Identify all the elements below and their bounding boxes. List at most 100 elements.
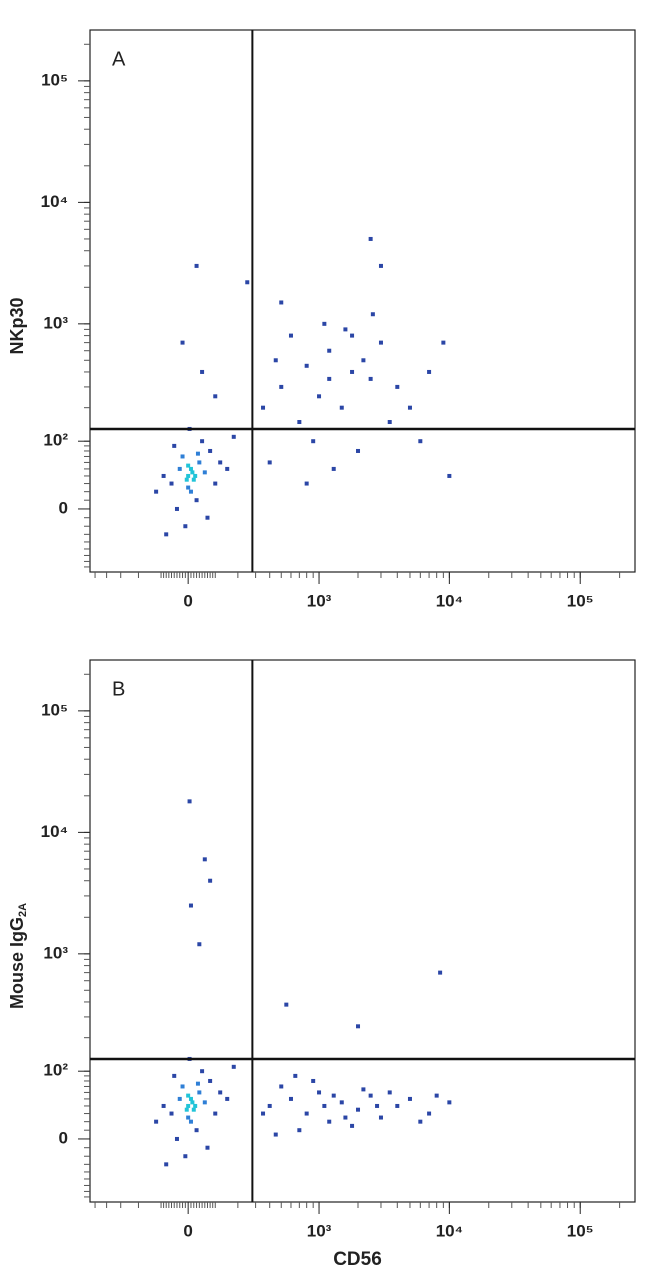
event-point — [174, 1136, 179, 1141]
event-point — [188, 489, 193, 494]
event-point — [202, 1100, 207, 1105]
event-point — [183, 1154, 188, 1159]
event-point — [208, 448, 213, 453]
event-point — [193, 1103, 198, 1108]
event-point — [339, 405, 344, 410]
event-point — [434, 1093, 439, 1098]
event-point — [339, 1100, 344, 1105]
event-point — [161, 1103, 166, 1108]
event-point — [368, 236, 373, 241]
event-point — [194, 263, 199, 268]
event-point — [368, 376, 373, 381]
event-point — [172, 443, 177, 448]
event-point — [184, 477, 189, 482]
event-point — [231, 434, 236, 439]
event-point — [418, 1119, 423, 1124]
event-point — [387, 1090, 392, 1095]
event-point — [186, 485, 191, 490]
event-point — [407, 1096, 412, 1101]
event-point — [279, 1084, 284, 1089]
event-point — [331, 466, 336, 471]
event-point — [213, 394, 218, 399]
event-point — [441, 340, 446, 345]
event-point — [395, 384, 400, 389]
event-point — [297, 1128, 302, 1133]
event-point — [195, 1081, 200, 1086]
event-point — [205, 1145, 210, 1150]
event-point — [387, 420, 392, 425]
event-point — [304, 1111, 309, 1116]
event-point — [356, 1107, 361, 1112]
event-point — [213, 1111, 218, 1116]
event-point — [356, 448, 361, 453]
event-point — [188, 1119, 193, 1124]
event-point — [322, 321, 327, 326]
event-point — [311, 1078, 316, 1083]
y-tick-label: 10⁵ — [41, 70, 68, 89]
event-point — [350, 369, 355, 374]
event-point — [304, 363, 309, 368]
plot-frame — [89, 659, 636, 1203]
event-point — [361, 1087, 366, 1092]
event-point — [184, 1107, 189, 1112]
x-tick-label: 10³ — [307, 1221, 332, 1240]
event-point — [186, 1103, 191, 1108]
event-point — [180, 454, 185, 459]
event-point — [245, 280, 250, 285]
event-point — [169, 481, 174, 486]
event-point — [343, 327, 348, 332]
y-tick-label: 10² — [43, 431, 68, 450]
event-point — [231, 1064, 236, 1069]
event-point — [188, 466, 193, 471]
panel-letter: B — [112, 678, 125, 700]
event-point — [180, 1084, 185, 1089]
event-point — [197, 942, 202, 947]
event-point — [197, 460, 202, 465]
event-point — [200, 1069, 205, 1074]
y-axis-label-sub: 2A — [17, 903, 29, 917]
event-point — [418, 439, 423, 444]
event-point — [261, 1111, 266, 1116]
event-point — [311, 439, 316, 444]
y-tick-label: 10³ — [43, 943, 68, 962]
event-point — [161, 473, 166, 478]
event-point — [361, 358, 366, 363]
event-point — [378, 340, 383, 345]
event-point — [190, 470, 195, 475]
event-point — [225, 1096, 230, 1101]
event-point — [164, 1162, 169, 1167]
event-point — [322, 1103, 327, 1108]
event-point — [438, 970, 443, 975]
y-axis-label: NKp30 — [7, 297, 27, 354]
event-point — [177, 1096, 182, 1101]
event-point — [407, 405, 412, 410]
event-point — [202, 470, 207, 475]
event-point — [267, 1103, 272, 1108]
event-point — [186, 1093, 191, 1098]
event-point — [378, 1115, 383, 1120]
event-point — [213, 481, 218, 486]
event-point — [279, 300, 284, 305]
event-point — [261, 405, 266, 410]
event-point — [154, 1119, 159, 1124]
event-point — [197, 1090, 202, 1095]
y-axis-label-text: NKp30 — [7, 297, 27, 354]
event-point — [169, 1111, 174, 1116]
event-point — [208, 878, 213, 883]
x-tick-label: 10³ — [307, 591, 332, 610]
event-point — [202, 857, 207, 862]
event-point — [194, 498, 199, 503]
event-point — [288, 1096, 293, 1101]
event-point — [188, 903, 193, 908]
x-tick-label: 10⁴ — [436, 591, 463, 610]
event-point — [304, 481, 309, 486]
event-point — [327, 348, 332, 353]
x-tick-label: 0 — [183, 1221, 192, 1240]
event-point — [187, 799, 192, 804]
event-point — [378, 263, 383, 268]
event-point — [327, 376, 332, 381]
event-point — [317, 394, 322, 399]
x-axis-label: CD56 — [333, 1249, 382, 1270]
event-point — [317, 1090, 322, 1095]
